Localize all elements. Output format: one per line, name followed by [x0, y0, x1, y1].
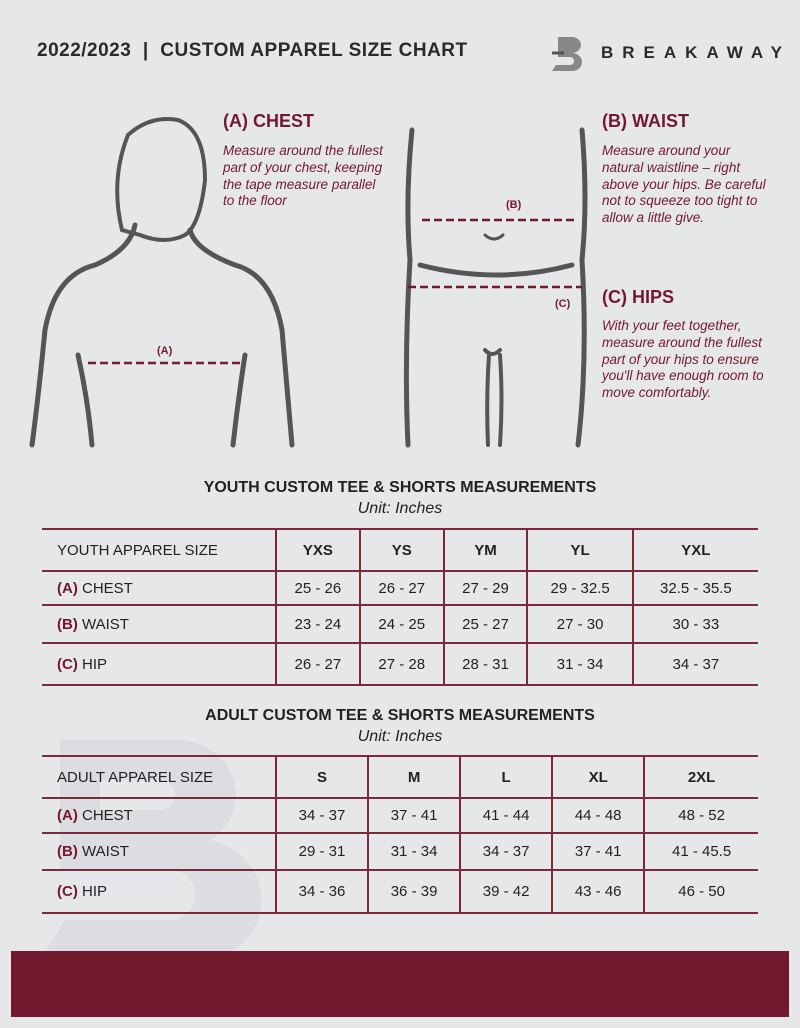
- cell: 34 - 37: [274, 797, 369, 834]
- cell: 31 - 34: [367, 832, 461, 871]
- cell: 26 - 27: [358, 570, 444, 606]
- cell: 34 - 37: [631, 642, 758, 686]
- cell: 37 - 41: [367, 797, 461, 834]
- breakaway-logo: [552, 37, 582, 71]
- table-header-row: ADULT APPAREL SIZE S M L XL 2XL: [42, 755, 758, 799]
- table-row: (A) CHEST 34 - 37 37 - 41 41 - 44 44 - 48 48…: [42, 797, 758, 834]
- cell: 25 - 27: [442, 604, 528, 644]
- cell: 46 - 50: [643, 869, 758, 914]
- cell: 44 - 48: [551, 797, 645, 834]
- youth-table-title: YOUTH CUSTOM TEE & SHORTS MEASUREMENTS: [203, 479, 597, 496]
- chest-instructions: Measure around the fullest part of your …: [223, 143, 383, 209]
- table-row: (C) HIP 26 - 27 27 - 28 28 - 31 31 - 34 34 -…: [42, 642, 758, 686]
- table-header-row: YOUTH APPAREL SIZE YXS YS YM YL YXL: [42, 528, 758, 572]
- cell: 39 - 42: [459, 869, 553, 914]
- table-row: (C) HIP 34 - 36 36 - 39 39 - 42 43 - 46 46 -…: [42, 869, 758, 914]
- cell: 28 - 31: [442, 642, 528, 686]
- table-row: (B) WAIST 29 - 31 31 - 34 34 - 37 37 - 41 41…: [42, 832, 758, 871]
- row-letter: (C): [57, 655, 78, 673]
- size-header: L: [459, 755, 553, 799]
- cell: 31 - 34: [526, 642, 633, 686]
- row-label: CHEST: [82, 579, 133, 597]
- hips-instructions: With your feet together, measure around …: [602, 318, 764, 401]
- row-label: HIP: [82, 883, 108, 900]
- cell: 34 - 36: [274, 869, 369, 914]
- cell: 27 - 28: [358, 642, 444, 686]
- cell: 27 - 30: [526, 604, 633, 644]
- waist-marker: (B): [506, 199, 522, 211]
- cell: 30 - 33: [631, 604, 758, 644]
- row-letter: (C): [57, 883, 78, 900]
- cell: 25 - 26: [275, 570, 360, 606]
- size-header: M: [367, 755, 461, 799]
- footer-band: [11, 951, 789, 1017]
- adult-size-table: ADULT APPAREL SIZE S M L XL 2XL (A) CHEST 34…: [42, 755, 758, 914]
- row-label: CHEST: [82, 807, 133, 824]
- adult-unit: Unit: Inches: [357, 728, 443, 745]
- body-illustration: [29, 117, 588, 448]
- column-header: YOUTH APPAREL SIZE: [42, 528, 276, 572]
- waist-instructions: Measure around your natural waistline – …: [602, 143, 766, 226]
- chest-heading: (A) CHEST: [223, 111, 314, 131]
- size-header: YS: [358, 528, 444, 572]
- youth-unit: Unit: Inches: [357, 500, 443, 517]
- row-letter: (B): [57, 615, 78, 633]
- size-header: S: [274, 755, 369, 799]
- chest-marker: (A): [157, 345, 173, 357]
- column-header: ADULT APPAREL SIZE: [42, 755, 276, 799]
- hips-heading: (C) HIPS: [602, 287, 674, 307]
- adult-table-title: ADULT CUSTOM TEE & SHORTS MEASUREMENTS: [205, 707, 595, 724]
- cell: 32.5 - 35.5: [631, 570, 758, 606]
- cell: 29 - 31: [274, 832, 369, 871]
- cell: 41 - 45.5: [643, 832, 758, 871]
- cell: 23 - 24: [275, 604, 360, 644]
- youth-size-table: YOUTH APPAREL SIZE YXS YS YM YL YXL (A) CHES…: [42, 528, 758, 686]
- row-label: WAIST: [82, 615, 129, 633]
- size-header: 2XL: [643, 755, 758, 799]
- cell: 37 - 41: [551, 832, 645, 871]
- row-letter: (B): [57, 843, 78, 860]
- cell: 34 - 37: [459, 832, 553, 871]
- cell: 36 - 39: [367, 869, 461, 914]
- hips-marker: (C): [555, 298, 571, 310]
- cell: 27 - 29: [442, 570, 528, 606]
- size-header: XL: [551, 755, 645, 799]
- cell: 26 - 27: [275, 642, 360, 686]
- row-label: WAIST: [82, 843, 129, 860]
- cell: 43 - 46: [551, 869, 645, 914]
- cell: 48 - 52: [643, 797, 758, 834]
- waist-heading: (B) WAIST: [602, 111, 689, 131]
- size-header: YXS: [275, 528, 360, 572]
- cell: 29 - 32.5: [526, 570, 633, 606]
- cell: 24 - 25: [358, 604, 444, 644]
- page-title: 2022/2023 | CUSTOM APPAREL SIZE CHART: [37, 40, 468, 61]
- row-letter: (A): [57, 807, 78, 824]
- size-header: YM: [442, 528, 528, 572]
- table-row: (B) WAIST 23 - 24 24 - 25 25 - 27 27 - 30 30…: [42, 604, 758, 644]
- cell: 41 - 44: [459, 797, 553, 834]
- size-header: YXL: [631, 528, 758, 572]
- row-label: HIP: [82, 655, 108, 673]
- row-letter: (A): [57, 579, 78, 597]
- brand-name: BREAKAWAY: [601, 43, 791, 62]
- size-header: YL: [526, 528, 633, 572]
- table-row: (A) CHEST 25 - 26 26 - 27 27 - 29 29 - 32.5…: [42, 570, 758, 606]
